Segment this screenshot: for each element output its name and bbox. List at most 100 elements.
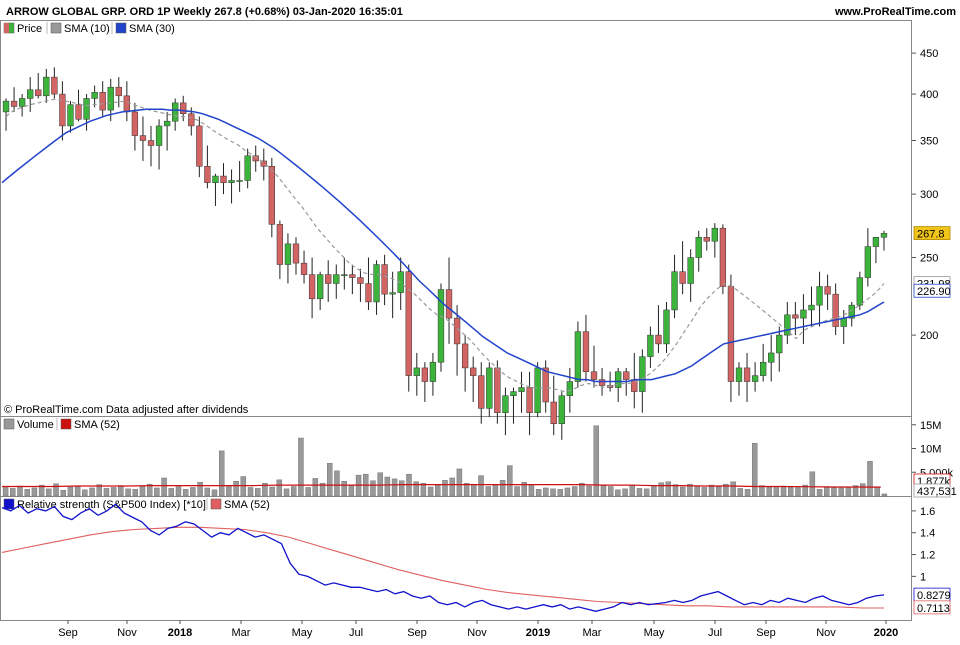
volume-bar — [283, 488, 290, 497]
volume-bar — [146, 483, 153, 497]
rs-y-tick-label: 1.6 — [920, 506, 935, 518]
volume-bar — [535, 489, 542, 497]
candle-down — [220, 175, 227, 183]
volume-bar — [492, 484, 499, 497]
volume-bar — [478, 475, 484, 497]
candle-up — [397, 271, 404, 293]
candle-down — [357, 277, 364, 284]
volume-bar — [262, 482, 268, 497]
candle-down — [349, 274, 356, 278]
candle-up — [18, 98, 26, 107]
candle-up — [91, 92, 98, 99]
volume-bar — [622, 488, 628, 497]
footnote: © ProRealTime.com Data adjusted after di… — [4, 404, 249, 416]
price-panel-frame — [0, 20, 912, 417]
volume-bar — [687, 483, 693, 497]
candle-up — [776, 334, 783, 354]
volume-bar — [197, 482, 203, 497]
volume-bar — [125, 488, 131, 497]
candle-down — [381, 264, 388, 295]
volume-bar — [82, 489, 88, 497]
volume-bar — [204, 487, 211, 497]
axes-group: 450400350300250200267.8231.98226.9015M10… — [58, 48, 957, 639]
volume-bar — [384, 476, 391, 497]
volume-bar — [773, 486, 780, 497]
candle-down — [196, 125, 203, 167]
volume-bar — [564, 487, 571, 497]
rs-sma-value-label: 0.7113 — [917, 603, 950, 615]
volume-legend: Volume SMA (52) — [3, 418, 120, 431]
rs-y-tick-label: 1.2 — [920, 550, 935, 562]
candle-up — [437, 289, 445, 363]
volume-bar — [831, 487, 837, 497]
site-link[interactable]: www.ProRealTime.com — [834, 6, 956, 18]
volume-bar — [463, 482, 470, 497]
volume-bar — [824, 486, 830, 497]
candle-up — [107, 86, 114, 111]
candle-up — [856, 277, 863, 306]
price-y-tick-label: 200 — [920, 330, 938, 342]
volume-bar — [254, 488, 261, 497]
candle-up — [639, 356, 646, 392]
volume-bar — [780, 485, 787, 497]
legend-label-sma30: SMA (30) — [129, 23, 175, 35]
volume-bar — [550, 488, 556, 497]
legend-swatch-rs-sma — [210, 498, 222, 510]
candle-up — [695, 237, 702, 258]
candle-up — [671, 271, 678, 311]
volume-bar — [24, 489, 30, 497]
volume-bar — [579, 482, 585, 497]
sma30-value-label-box — [913, 283, 951, 298]
last-price-label: 267.8 — [917, 229, 945, 241]
candle-down — [598, 379, 606, 386]
candle-down — [75, 104, 82, 120]
volume-bar — [471, 483, 477, 497]
candle-down — [526, 387, 533, 413]
volume-bar — [391, 478, 398, 497]
volume-bar — [276, 479, 283, 497]
volume-bar — [305, 487, 311, 497]
volume-y-tick-label: 15M — [920, 420, 941, 432]
candle-down — [824, 286, 831, 295]
candle-down — [478, 375, 485, 409]
candle-up — [486, 367, 493, 409]
volume-bar — [867, 461, 873, 497]
sma30-value-label: 226.90 — [917, 286, 951, 298]
volume-bar — [240, 476, 247, 497]
candle-down — [123, 95, 130, 113]
volume-bar — [571, 486, 578, 497]
volume-bar — [46, 488, 52, 497]
volume-bar — [370, 480, 376, 497]
volume-y-tick-label: 10M — [920, 444, 941, 456]
candle-up — [687, 257, 694, 284]
volume-bar — [816, 489, 823, 497]
volume-bar — [427, 486, 434, 497]
candle-up — [429, 361, 437, 382]
candle-down — [35, 89, 42, 97]
volume-bar — [161, 477, 167, 497]
volume-bar — [38, 484, 45, 497]
candle-up — [228, 180, 235, 183]
x-tick-label: Nov — [467, 627, 487, 639]
volume-bar — [507, 465, 513, 497]
volume-bar — [2, 487, 9, 497]
candle-down — [453, 317, 461, 345]
volume-bar — [413, 481, 419, 497]
volume-bar — [607, 486, 614, 497]
candle-down — [292, 243, 300, 264]
volume-bar — [643, 488, 650, 497]
candle-up — [413, 367, 420, 376]
candle-down — [10, 100, 18, 107]
legend-swatch-rs — [3, 498, 15, 510]
volume-bar — [694, 485, 700, 497]
candle-up — [663, 309, 670, 345]
volume-bar — [658, 482, 664, 497]
price-y-tick-label: 350 — [920, 136, 938, 148]
volume-bar — [881, 493, 888, 497]
candle-up — [172, 102, 179, 122]
candle-down — [139, 135, 147, 141]
x-tick-label: 2020 — [874, 627, 898, 639]
candle-up — [244, 155, 251, 181]
volume-bar — [60, 490, 66, 497]
candle-down — [204, 166, 211, 183]
